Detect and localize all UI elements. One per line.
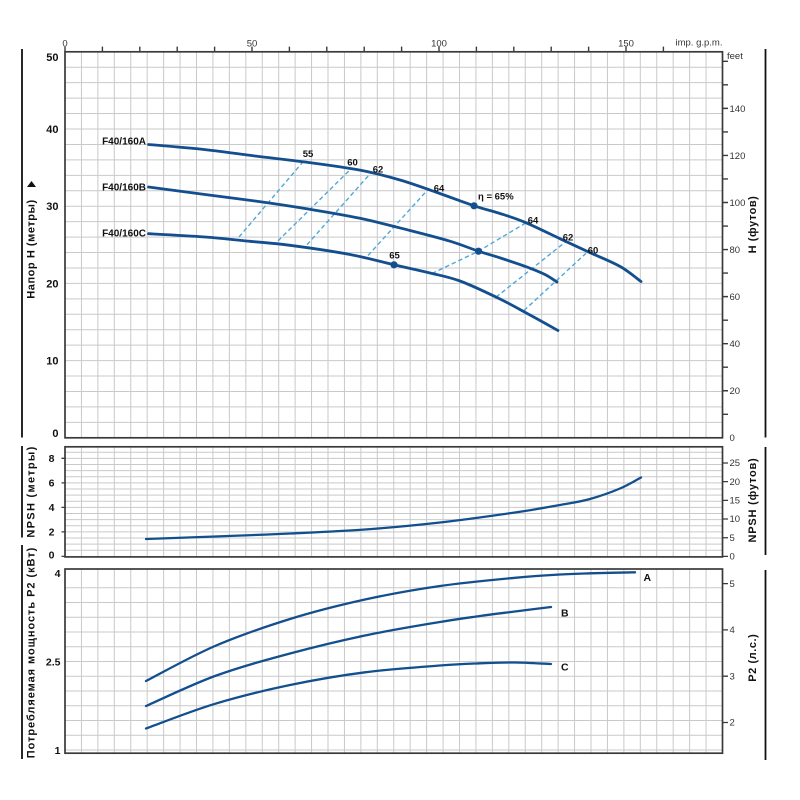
svg-text:4: 4 <box>55 568 61 580</box>
svg-text:8: 8 <box>49 453 55 465</box>
svg-text:60: 60 <box>730 292 741 303</box>
svg-text:10: 10 <box>46 356 58 368</box>
svg-text:62: 62 <box>373 164 384 175</box>
svg-text:15: 15 <box>730 496 741 507</box>
svg-text:H (футов): H (футов) <box>747 196 759 254</box>
svg-text:64: 64 <box>434 183 445 194</box>
svg-text:Напор H (метры): Напор H (метры) <box>26 199 38 298</box>
svg-text:2: 2 <box>49 527 55 539</box>
svg-text:2.5: 2.5 <box>46 656 61 668</box>
svg-text:2: 2 <box>730 718 735 729</box>
svg-text:30: 30 <box>46 201 58 213</box>
svg-text:5: 5 <box>730 579 735 590</box>
svg-text:65: 65 <box>389 250 400 261</box>
svg-text:feet: feet <box>727 51 743 62</box>
svg-text:0: 0 <box>62 39 67 50</box>
svg-text:80: 80 <box>730 245 741 256</box>
svg-text:50: 50 <box>46 52 58 64</box>
svg-text:P2 (л.с.): P2 (л.с.) <box>747 634 759 682</box>
svg-text:40: 40 <box>730 339 741 350</box>
svg-text:20: 20 <box>46 278 58 290</box>
svg-text:5: 5 <box>730 533 735 544</box>
svg-text:6: 6 <box>49 478 55 490</box>
svg-text:100: 100 <box>730 198 746 209</box>
svg-text:F40/160A: F40/160A <box>102 136 146 147</box>
svg-text:0: 0 <box>730 552 735 563</box>
svg-text:η = 65%: η = 65% <box>478 191 514 202</box>
svg-text:60: 60 <box>588 245 599 256</box>
svg-text:1: 1 <box>55 745 61 757</box>
svg-text:120: 120 <box>730 151 746 162</box>
svg-text:0: 0 <box>730 433 735 444</box>
svg-text:100: 100 <box>431 39 447 50</box>
svg-text:20: 20 <box>730 477 741 488</box>
svg-text:55: 55 <box>303 149 314 160</box>
svg-text:140: 140 <box>730 104 746 115</box>
svg-text:150: 150 <box>618 39 634 50</box>
svg-text:0: 0 <box>49 549 55 561</box>
svg-text:10: 10 <box>730 514 741 525</box>
svg-text:NPSH (футов): NPSH (футов) <box>747 458 759 543</box>
svg-text:3: 3 <box>730 671 735 682</box>
svg-text:imp. g.p.m.: imp. g.p.m. <box>676 38 723 49</box>
svg-text:4: 4 <box>49 502 55 514</box>
svg-text:60: 60 <box>347 157 358 168</box>
svg-text:4: 4 <box>730 625 735 636</box>
svg-text:20: 20 <box>730 386 741 397</box>
svg-text:F40/160C: F40/160C <box>102 228 146 239</box>
svg-text:NPSH (метры): NPSH (метры) <box>26 445 38 537</box>
svg-text:F40/160B: F40/160B <box>102 182 146 193</box>
svg-text:40: 40 <box>46 124 58 136</box>
svg-text:A: A <box>644 572 652 584</box>
svg-text:0: 0 <box>52 428 58 440</box>
svg-text:25: 25 <box>730 458 741 469</box>
svg-text:50: 50 <box>247 39 258 50</box>
svg-text:B: B <box>561 608 569 620</box>
svg-text:C: C <box>561 662 569 674</box>
svg-text:Потребляемая мощность P2 (кВт): Потребляемая мощность P2 (кВт) <box>26 547 38 758</box>
svg-text:64: 64 <box>528 215 539 226</box>
svg-text:62: 62 <box>563 232 574 243</box>
